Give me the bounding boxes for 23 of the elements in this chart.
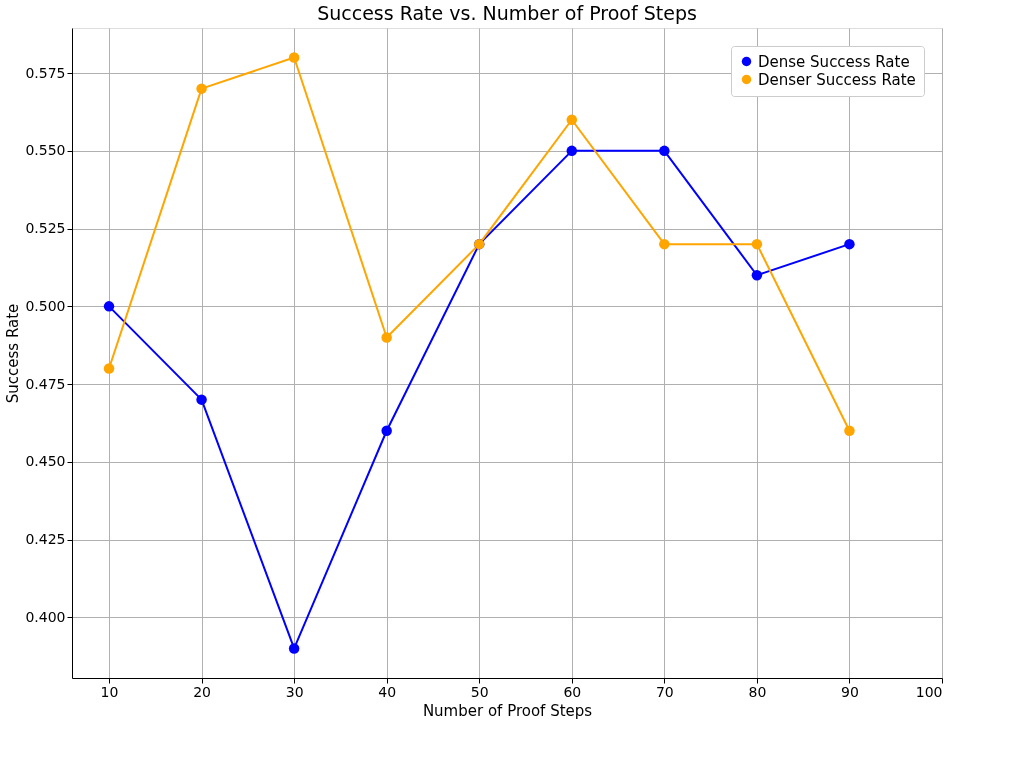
x-tick-label: 100 bbox=[915, 683, 943, 700]
x-tick-label: 80 bbox=[748, 683, 767, 700]
y-tick-label: 0.450 bbox=[25, 453, 66, 470]
legend-label: Denser Success Rate bbox=[758, 70, 916, 89]
y-tick-label: 0.475 bbox=[25, 375, 66, 392]
x-tick-label: 60 bbox=[563, 683, 582, 700]
x-tick-label: 40 bbox=[378, 683, 397, 700]
y-tick-label: 0.425 bbox=[25, 531, 66, 548]
y-tick-label: 0.575 bbox=[25, 64, 66, 81]
x-tick-label: 50 bbox=[470, 683, 489, 700]
legend-label: Dense Success Rate bbox=[758, 52, 910, 71]
x-tick-label: 30 bbox=[285, 683, 304, 700]
y-tick-label: 0.550 bbox=[25, 142, 66, 159]
x-tick-label: 70 bbox=[655, 683, 674, 700]
chart-title: Success Rate vs. Number of Proof Steps bbox=[317, 2, 697, 24]
x-axis-title: Number of Proof Steps bbox=[422, 701, 593, 720]
x-tick-label: 10 bbox=[100, 683, 119, 700]
y-tick-label: 0.525 bbox=[25, 220, 66, 237]
x-tick-label: 90 bbox=[841, 683, 859, 700]
x-tick-label: 20 bbox=[193, 683, 211, 700]
y-tick-label: 0.500 bbox=[25, 297, 66, 314]
y-axis-title: Success Rate bbox=[4, 303, 23, 404]
y-tick-label: 0.400 bbox=[25, 608, 66, 625]
